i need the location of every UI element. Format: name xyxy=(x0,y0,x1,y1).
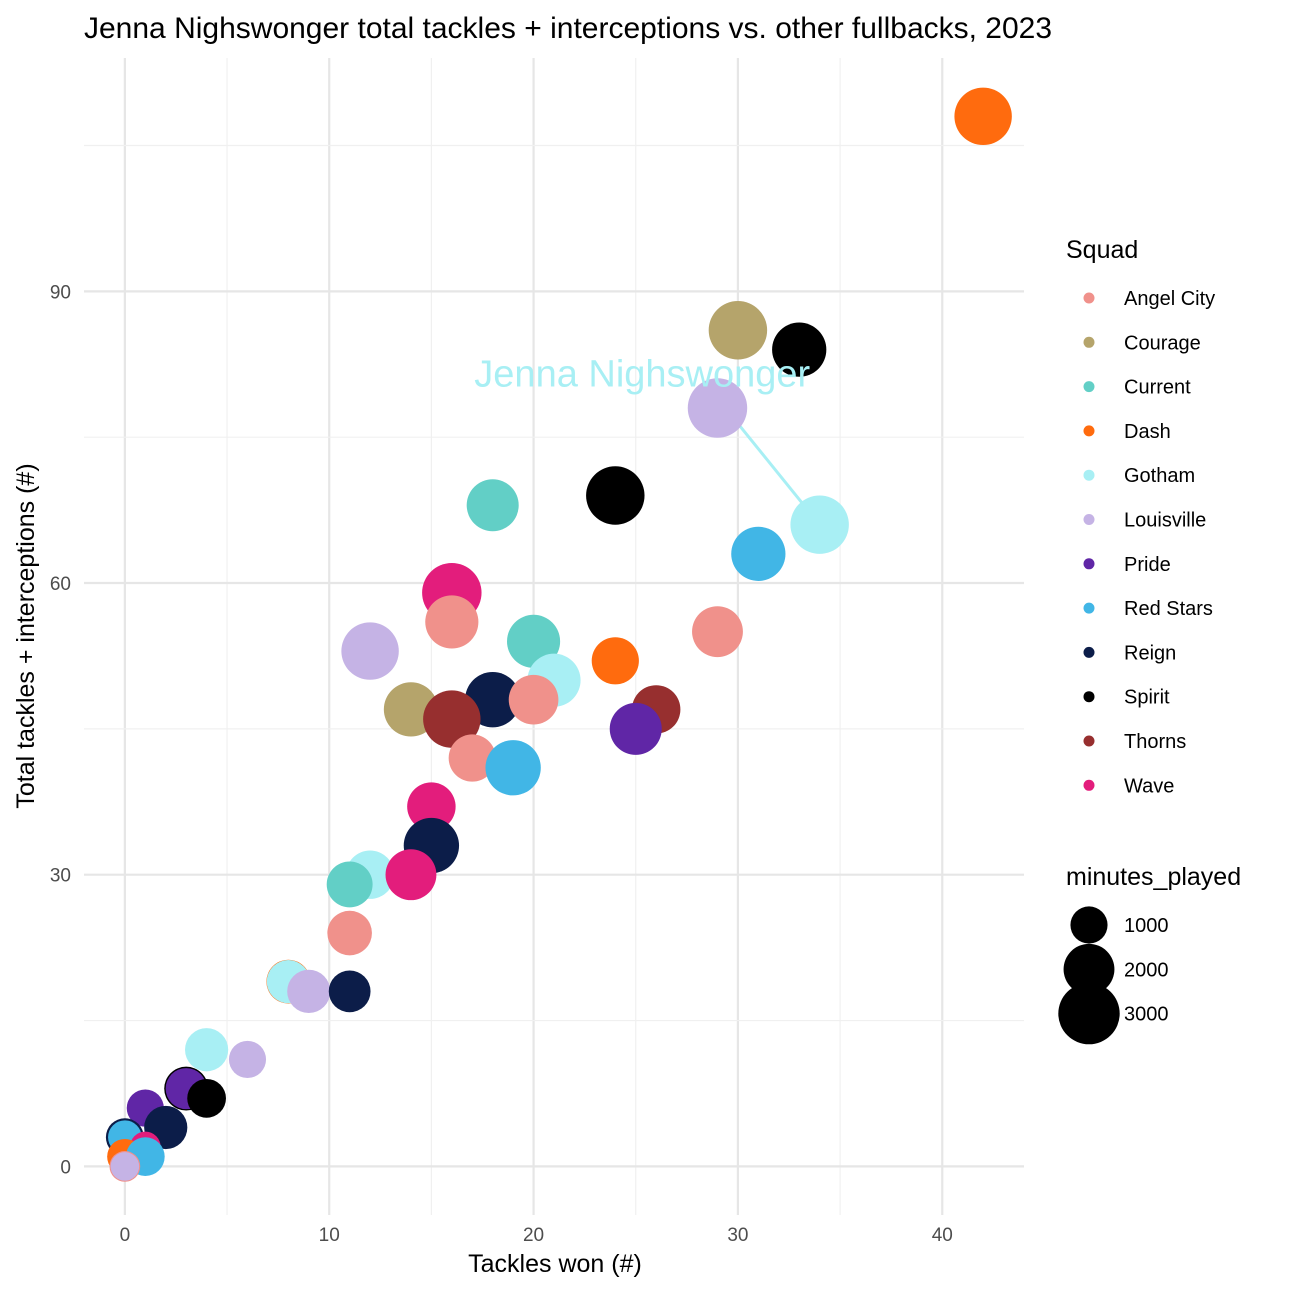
legend-swatch xyxy=(1083,292,1095,304)
legend-swatch xyxy=(1083,558,1095,570)
legend-label: Angel City xyxy=(1124,288,1215,310)
x-tick-label: 40 xyxy=(932,1225,953,1246)
data-point-spirit xyxy=(586,466,645,525)
data-point-reign xyxy=(328,970,371,1013)
data-point-wave xyxy=(385,849,437,901)
legend-label: Red Stars xyxy=(1124,598,1213,620)
data-point-current xyxy=(506,614,561,668)
data-point-angel-city xyxy=(327,910,372,956)
legend-swatch xyxy=(1083,425,1095,437)
data-points xyxy=(105,87,1012,1182)
legend-swatch xyxy=(1083,381,1095,393)
data-point-louisville xyxy=(110,1152,140,1181)
data-point-dash xyxy=(954,87,1012,146)
data-point-angel-city xyxy=(508,674,559,725)
legend-label: Dash xyxy=(1124,421,1171,443)
legend-label: Thorns xyxy=(1124,731,1186,753)
legend-swatch xyxy=(1083,691,1095,703)
legend-swatch xyxy=(1083,514,1095,525)
size-legend-swatch xyxy=(1063,943,1115,995)
size-legend-label: 1000 xyxy=(1124,915,1169,937)
legend-label: Louisville xyxy=(1124,510,1206,532)
chart-title: Jenna Nighswonger total tackles + interc… xyxy=(84,12,1052,45)
data-point-angel-city xyxy=(448,734,496,782)
legend-label: Reign xyxy=(1124,642,1176,664)
y-axis-title: Total tackles + interceptions (#) xyxy=(12,463,40,808)
x-tick-label: 30 xyxy=(727,1225,748,1246)
size-legend: 1000 2000 3000 xyxy=(1058,906,1169,1045)
data-point-louisville xyxy=(341,622,399,680)
legend-swatch xyxy=(1083,602,1095,614)
legend-label: Wave xyxy=(1124,775,1174,797)
legend-swatch xyxy=(1083,735,1095,747)
legend-label: Spirit xyxy=(1124,687,1170,709)
x-axis-title: Tackles won (#) xyxy=(468,1250,642,1278)
x-tick-label: 10 xyxy=(319,1225,340,1246)
x-tick-label: 20 xyxy=(523,1225,544,1246)
y-tick-label: 60 xyxy=(50,574,71,595)
data-point-red-stars xyxy=(485,740,541,796)
annotation-label: Jenna Nighswonger xyxy=(474,354,810,396)
data-point-red-stars xyxy=(731,526,786,581)
data-point-louisville xyxy=(228,1040,267,1079)
legend-swatch xyxy=(1083,779,1095,791)
size-legend-label: 3000 xyxy=(1124,1004,1169,1026)
color-legend: Angel City Courage Current Dash Gotham Louisv… xyxy=(1083,288,1215,797)
annotation-text-layer: Jenna Nighswonger xyxy=(474,354,810,396)
legend-label: Current xyxy=(1124,377,1191,399)
y-tick-label: 90 xyxy=(50,282,71,303)
size-legend-title: minutes_played xyxy=(1066,863,1241,891)
legend-label: Gotham xyxy=(1124,465,1195,487)
data-point-spirit xyxy=(187,1078,226,1118)
data-point-pride xyxy=(609,702,662,755)
data-point-gotham xyxy=(185,1028,229,1072)
legend-swatch xyxy=(1083,469,1095,481)
x-tick-label: 0 xyxy=(120,1225,131,1246)
size-legend-label: 2000 xyxy=(1124,959,1169,981)
data-point-wave xyxy=(407,782,456,831)
legend-swatch xyxy=(1083,646,1095,658)
data-point-thorns xyxy=(423,690,481,748)
data-point-angel-city xyxy=(425,595,479,649)
legend-label: Pride xyxy=(1124,554,1171,576)
data-point-current xyxy=(326,861,373,908)
data-point-louisville xyxy=(287,969,331,1013)
y-tick-labels: 0 30 60 90 xyxy=(50,282,71,1178)
legend-swatch xyxy=(1083,336,1095,348)
data-point-courage xyxy=(708,301,768,360)
data-point-spirit xyxy=(772,322,827,377)
data-point-dash xyxy=(591,637,639,685)
color-legend-title: Squad xyxy=(1066,236,1138,264)
data-point-angel-city xyxy=(692,606,743,658)
size-legend-swatch xyxy=(1058,982,1120,1045)
y-tick-label: 30 xyxy=(50,866,71,887)
size-legend-swatch xyxy=(1070,906,1108,944)
data-point-louisville xyxy=(687,378,748,438)
y-tick-label: 0 xyxy=(60,1157,71,1178)
x-tick-labels: 0 10 20 30 40 xyxy=(120,1225,953,1246)
data-point-gotham xyxy=(790,495,849,554)
legend-label: Courage xyxy=(1124,332,1201,354)
data-point-current xyxy=(466,479,519,532)
